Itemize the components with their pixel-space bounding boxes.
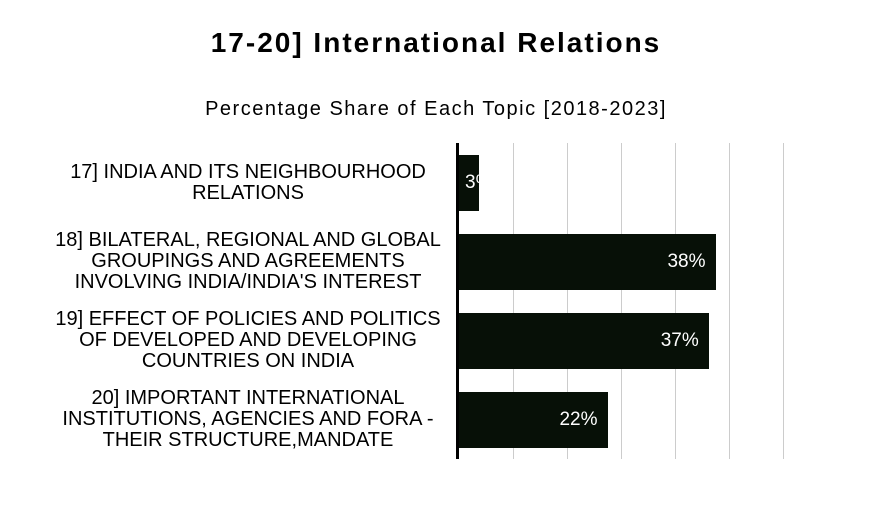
category-label-line: COUNTRIES ON INDIA bbox=[141, 350, 355, 372]
bar: 38% bbox=[459, 233, 716, 290]
category-label-line: 19] EFFECT OF POLICIES AND POLITICS bbox=[55, 308, 441, 330]
gridline bbox=[729, 143, 730, 459]
gridline bbox=[783, 143, 784, 459]
category-label-line: INVOLVING INDIA/INDIA'S INTEREST bbox=[74, 271, 422, 293]
category-label: 19] EFFECT OF POLICIES AND POLITICS OF DE… bbox=[38, 301, 458, 380]
category-label-line: 18] BILATERAL, REGIONAL AND GLOBAL bbox=[55, 229, 441, 251]
category-label-line: GROUPINGS AND AGREEMENTS bbox=[91, 250, 405, 272]
bar: 37% bbox=[459, 312, 709, 369]
category-label-line: THEIR STRUCTURE,MANDATE bbox=[102, 429, 394, 451]
category-label-line: RELATIONS bbox=[192, 181, 304, 204]
gridline bbox=[567, 143, 568, 459]
bar-value-label: 37% bbox=[660, 329, 699, 351]
bar-value-label: 22% bbox=[559, 408, 598, 430]
category-label: 20] IMPORTANT INTERNATIONAL INSTITUTIONS,… bbox=[38, 380, 458, 459]
category-label: 17] INDIA AND ITS NEIGHBOURHOOD RELATIONS bbox=[38, 143, 458, 222]
category-label-line: 20] IMPORTANT INTERNATIONAL bbox=[91, 387, 405, 409]
chart-title: 17-20] International Relations bbox=[210, 27, 662, 58]
category-label-line: OF DEVELOPED AND DEVELOPING bbox=[79, 329, 417, 351]
bar-value-label: 38% bbox=[667, 250, 706, 272]
category-label-line: 17] INDIA AND ITS NEIGHBOURHOOD bbox=[70, 160, 426, 183]
chart-subtitle: Percentage Share of Each Topic [2018-202… bbox=[205, 98, 667, 120]
category-label-line: INSTITUTIONS, AGENCIES AND FORA - bbox=[62, 408, 434, 430]
y-axis-line bbox=[456, 143, 459, 459]
bar-value-label: 3% bbox=[465, 171, 479, 193]
bar: 3% bbox=[459, 154, 480, 211]
bar: 22% bbox=[459, 391, 608, 448]
gridline bbox=[675, 143, 676, 459]
category-label: 18] BILATERAL, REGIONAL AND GLOBAL GROUPI… bbox=[38, 222, 458, 301]
gridline bbox=[513, 143, 514, 459]
gridline bbox=[621, 143, 622, 459]
